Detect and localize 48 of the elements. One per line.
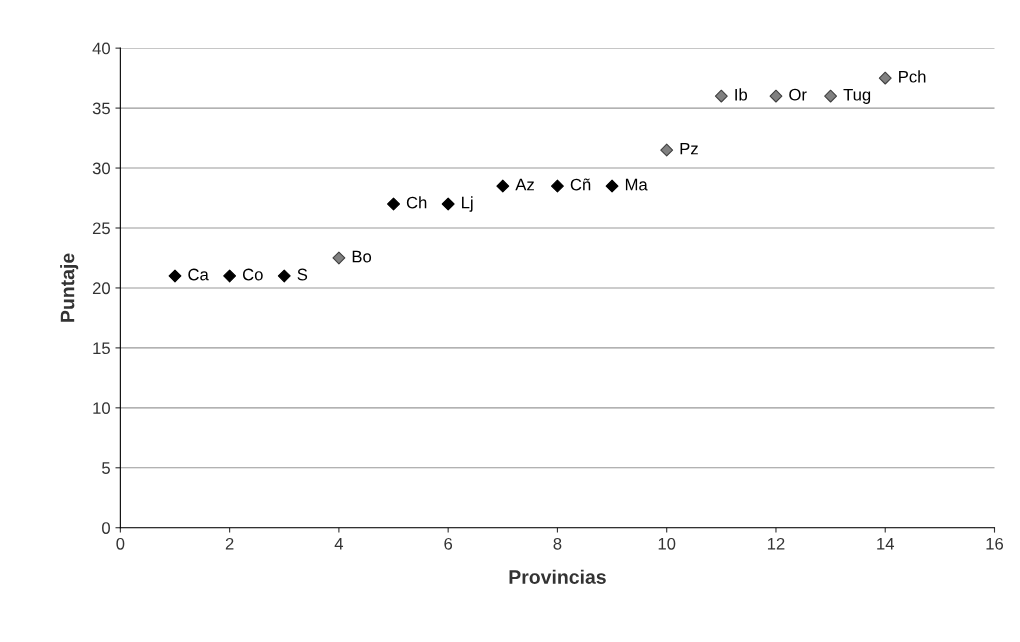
point	[824, 89, 838, 103]
y-axis-title: Puntaje	[60, 253, 79, 322]
point	[496, 179, 510, 193]
annotation: Ca	[188, 268, 209, 281]
x-tick-label: 14	[877, 538, 895, 550]
y-tick-label: 25	[92, 222, 110, 235]
x-tick-label: 10	[658, 537, 676, 550]
annotation: Az	[515, 178, 534, 191]
annotation: Tug	[843, 88, 871, 104]
annotation: Co	[242, 268, 263, 281]
y-tick-label: 5	[102, 462, 110, 474]
x-axis-title: Provincias	[509, 569, 606, 584]
annotation: Bo	[352, 250, 372, 263]
point	[714, 89, 728, 103]
point	[878, 71, 892, 85]
x-tick-label: 0	[116, 537, 125, 550]
annotation: Ma	[625, 178, 648, 191]
x-tick-label: 4	[334, 538, 344, 550]
annotation: Pz	[680, 142, 698, 155]
annotation: Lj	[462, 196, 473, 212]
annotation: Pch	[899, 70, 926, 83]
point	[168, 269, 182, 283]
x-tick-label: 2	[225, 537, 234, 550]
point	[605, 179, 619, 193]
point	[769, 89, 783, 103]
y-tick-label: 20	[92, 282, 110, 295]
point	[550, 179, 564, 193]
annotation: Ib	[735, 88, 748, 101]
annotation: Or	[789, 88, 807, 101]
y-tick-label: 30	[92, 162, 110, 175]
point	[387, 197, 400, 211]
y-tick-label: 0	[102, 522, 110, 534]
y-tick-label: 15	[93, 342, 110, 355]
point	[441, 197, 455, 211]
point	[660, 143, 674, 157]
point	[332, 251, 346, 265]
x-tick-label: 8	[553, 537, 562, 550]
point	[223, 269, 237, 283]
point	[277, 269, 291, 283]
x-tick-label: 6	[444, 537, 453, 550]
x-tick-label: 12	[767, 537, 785, 550]
y-tick-label: 40	[92, 42, 110, 55]
x-tick-label: 16	[986, 537, 1004, 550]
annotation: Ch	[406, 196, 427, 209]
y-tick-label: 35	[92, 102, 110, 115]
annotation: S	[297, 268, 308, 281]
y-tick-label: 10	[93, 402, 110, 415]
annotation: Cñ	[570, 178, 591, 191]
